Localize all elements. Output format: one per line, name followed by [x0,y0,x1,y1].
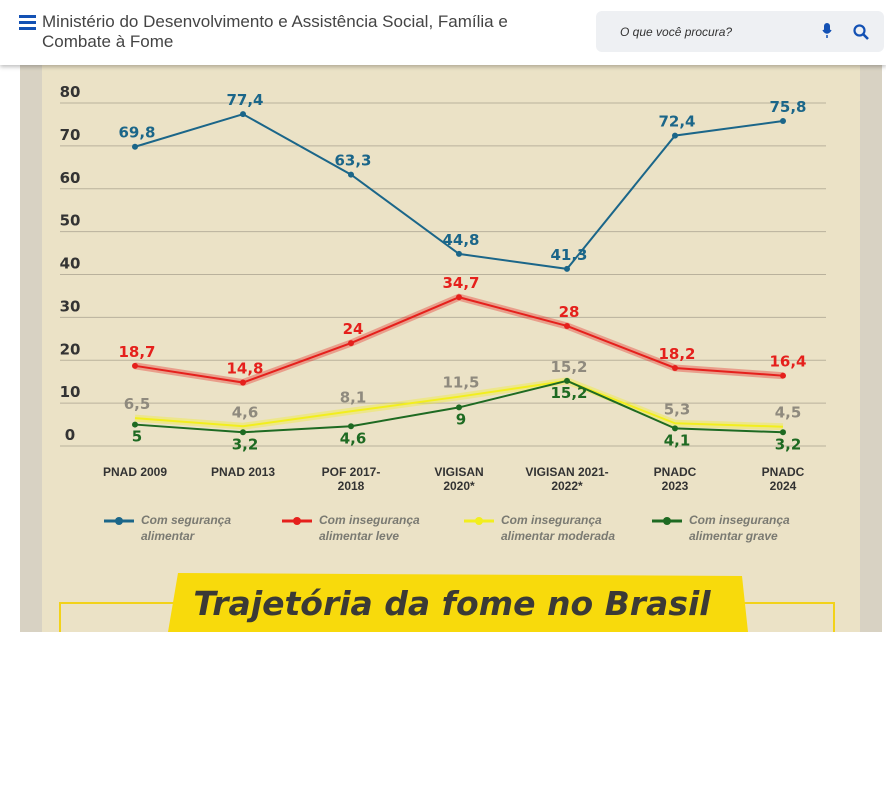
data-label: 63,3 [334,152,371,170]
x-tick-label: POF 2017-2018 [321,465,381,493]
data-label: 75,8 [769,98,806,116]
y-tick-label: 40 [60,255,81,273]
data-point [564,377,570,384]
data-label: 9 [456,410,466,428]
data-point [672,132,678,139]
chart: 0 10 20 30 40 50 60 70 80 69,8 77,4 63,3 44,8 41,3 72,… [20,0,882,632]
data-label: 44,8 [442,231,479,249]
data-label: 77,4 [226,91,263,109]
data-point [240,379,246,386]
y-tick-label: 70 [60,126,81,144]
y-tick-label: 0 [65,426,75,444]
legend-marker [663,517,671,525]
data-point [348,423,354,430]
data-label: 3,2 [775,435,802,453]
y-tick-label: 60 [60,169,81,187]
data-label: 4,6 [232,403,259,421]
data-label: 4,5 [775,404,802,422]
legend-entry: Com segurança alimentar [141,513,232,543]
data-label: 8,1 [340,388,367,406]
x-tick-label: PNADC 2024 [761,465,805,493]
data-point [456,404,462,411]
search-icon[interactable] [853,24,869,40]
data-point [240,111,246,118]
legend-entry: Com insegurança alimentar moderada [501,513,616,543]
data-label: 5 [132,428,142,446]
data-label: 18,2 [658,345,695,363]
data-label: 11,5 [442,374,479,392]
chart-title: Trajetória da fome no Brasil [193,584,711,623]
data-point [780,372,786,379]
data-point [780,118,786,125]
legend-marker [293,517,301,525]
x-tick-label: VIGISAN 2021-2022* [525,465,609,493]
y-tick-label: 80 [60,83,81,101]
data-point [132,362,138,369]
y-tick-label: 20 [60,340,81,358]
data-label: 15,2 [550,358,587,376]
data-label: 14,8 [226,360,263,378]
data-label: 69,8 [118,124,155,142]
series-line [134,379,784,428]
data-point [348,171,354,178]
data-point [348,340,354,347]
data-point [456,294,462,301]
data-label: 34,7 [442,274,479,292]
x-tick-label: PNAD 2009 [102,465,168,479]
data-label: 3,2 [232,435,259,453]
mic-icon[interactable] [822,23,832,39]
menu-icon[interactable] [19,15,36,30]
legend-entry: Com insegurança alimentar leve [319,513,420,543]
data-label: 24 [343,320,364,338]
y-tick-label: 30 [60,297,81,315]
y-tick-label: 10 [60,383,81,401]
data-point [672,364,678,371]
data-point [780,429,786,436]
data-label: 72,4 [658,113,695,131]
data-label: 28 [559,303,580,321]
data-point [132,143,138,150]
data-label: 4,6 [340,429,367,447]
data-label: 16,4 [769,353,806,371]
x-tick-label: VIGISAN 2020* [434,465,484,493]
header: Ministério do Desenvolvimento e Assistên… [0,0,886,65]
legend-marker [475,517,483,525]
data-point [564,322,570,329]
data-label: 5,3 [664,400,691,418]
x-tick-label: PNADC 2023 [653,465,697,493]
legend-marker [115,517,123,525]
site-title[interactable]: Ministério do Desenvolvimento e Assistên… [42,12,508,51]
data-point [132,421,138,428]
chart-background [42,0,860,632]
data-point [456,250,462,257]
data-label: 41,3 [550,246,587,264]
data-label: 4,1 [664,431,691,449]
x-tick-label: PNAD 2013 [210,465,276,479]
data-point [240,429,246,436]
data-label: 18,7 [118,343,155,361]
data-label: 6,5 [124,395,151,413]
search-box[interactable]: O que você procura? [596,11,884,52]
y-tick-label: 50 [60,212,81,230]
search-placeholder: O que você procura? [620,25,733,39]
data-label: 15,2 [550,384,587,402]
data-point [564,265,570,272]
title-banner [168,573,748,632]
legend-entry: Com insegurança alimentar grave [689,513,790,543]
data-point [672,425,678,432]
